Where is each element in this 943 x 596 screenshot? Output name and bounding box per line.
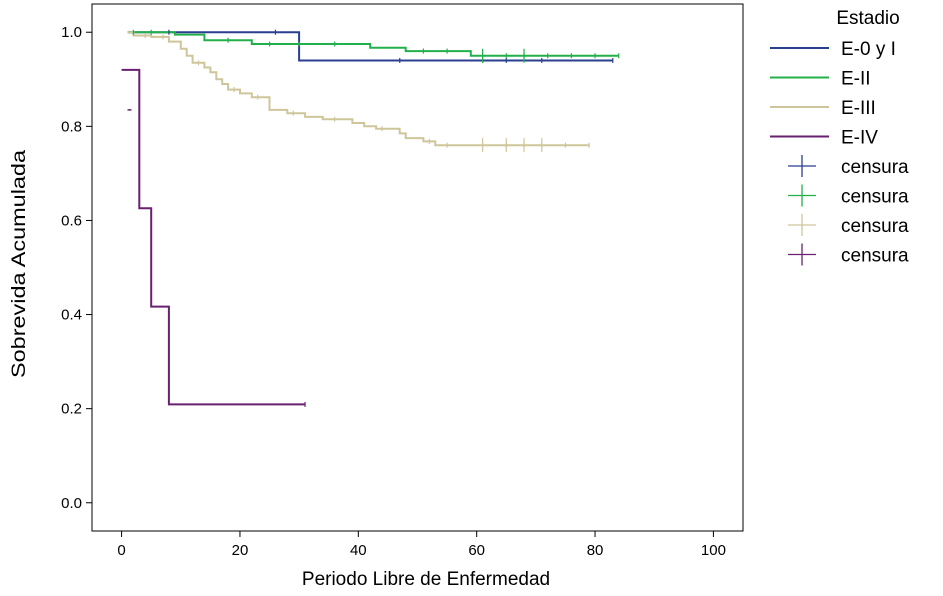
legend-label: censura <box>841 216 909 237</box>
legend-entry: censura <box>788 184 909 208</box>
y-tick-label: 1.0 <box>61 24 82 41</box>
legend-title: Estadio <box>836 8 899 29</box>
y-tick-label: 0.0 <box>61 495 82 512</box>
legend-entry: censura <box>788 243 909 267</box>
legend-entry: E-III <box>770 98 876 119</box>
legend-entry: E-IV <box>770 128 878 149</box>
legend: Estadio E-0 y I E-II E-III E-IV censura censu… <box>770 8 909 267</box>
y-tick-label: 0.4 <box>61 307 82 324</box>
legend-entry: E-0 y I <box>770 39 896 60</box>
series-line-e-iv <box>121 68 306 406</box>
plot-frame <box>91 3 744 532</box>
legend-label: censura <box>841 246 909 267</box>
y-tick-label: 0.6 <box>61 212 82 229</box>
x-tick-label: 40 <box>350 542 367 559</box>
legend-label: censura <box>841 157 909 178</box>
legend-label: E-IV <box>841 128 878 149</box>
plot-area-border <box>91 3 744 532</box>
legend-entry: E-II <box>770 69 871 90</box>
censor-marks <box>127 29 620 407</box>
legend-label: censura <box>841 187 909 208</box>
y-axis-title: Sobrevida Acumulada <box>9 149 30 378</box>
x-tick-label: 100 <box>701 542 726 559</box>
series-line-e-ii <box>127 31 619 57</box>
x-tick-label: 20 <box>232 542 249 559</box>
legend-label: E-II <box>841 69 871 90</box>
survival-curves <box>121 31 619 406</box>
legend-entry: censura <box>788 155 909 178</box>
y-axis: 0.0 0.2 0.4 0.6 0.8 1.0 <box>61 24 92 512</box>
x-tick-label: 0 <box>117 542 125 559</box>
x-axis: 0 20 40 60 80 100 <box>117 531 726 559</box>
legend-entry: censura <box>788 214 909 237</box>
legend-label: E-0 y I <box>841 39 896 60</box>
series-line-e-iii <box>127 31 590 147</box>
x-tick-label: 80 <box>587 542 604 559</box>
x-axis-title: Periodo Libre de Enfermedad <box>302 569 550 590</box>
x-tick-label: 60 <box>468 542 485 559</box>
legend-label: E-III <box>841 98 876 119</box>
y-tick-label: 0.8 <box>61 118 82 135</box>
y-tick-label: 0.2 <box>61 401 82 418</box>
